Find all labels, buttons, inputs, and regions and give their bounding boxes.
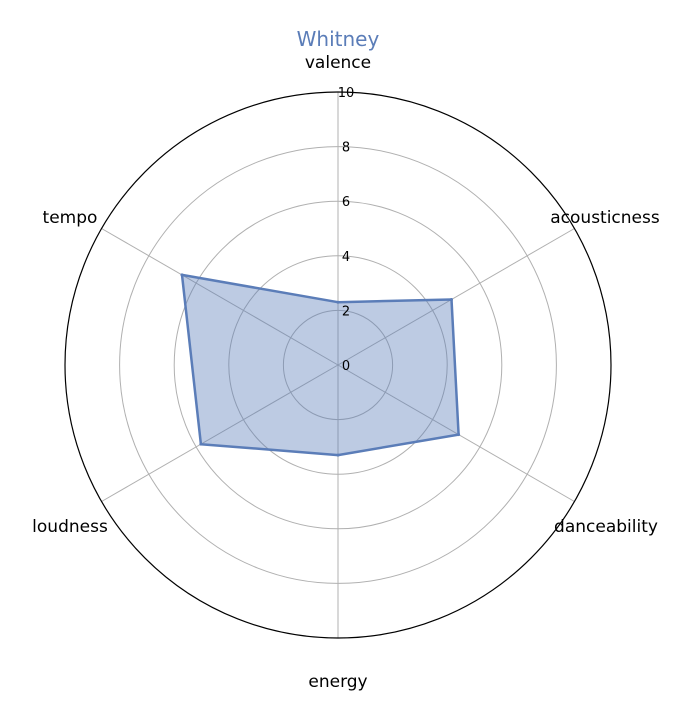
series-point-loudness [199,442,203,446]
spoke-danceability [337,364,575,502]
label-layer: 0 2 4 6 8 10 valence acousticness danceability en… [32,53,660,692]
series-point-danceability [457,433,461,437]
axis-label-tempo: tempo [43,208,98,228]
spoke-acousticness [337,228,575,366]
grid-layer [64,91,612,639]
axis-label-danceability: danceability [554,517,658,537]
axis-label-loudness: loudness [32,517,108,537]
series-area [182,274,459,456]
spoke-tempo [101,228,339,366]
axis-label-energy: energy [308,672,367,692]
radial-tick-label: 4 [342,250,350,265]
series-point-tempo [180,273,184,277]
outer-ring [64,91,612,639]
axis-label-acousticness: acousticness [550,208,660,228]
axis-label-valence: valence [305,53,371,73]
spoke-loudness [101,364,339,502]
series-point-energy [336,453,340,457]
series-point-valence [336,300,340,304]
radial-tick-label: 8 [342,141,350,156]
radial-tick-label: 0 [342,359,350,374]
series-point-acousticness [449,297,453,301]
series-layer [180,273,461,457]
radial-tick-label: 2 [342,304,350,319]
radial-tick-label: 10 [338,86,355,101]
radial-tick-label: 6 [342,195,350,210]
chart-title: Whitney [297,27,380,51]
